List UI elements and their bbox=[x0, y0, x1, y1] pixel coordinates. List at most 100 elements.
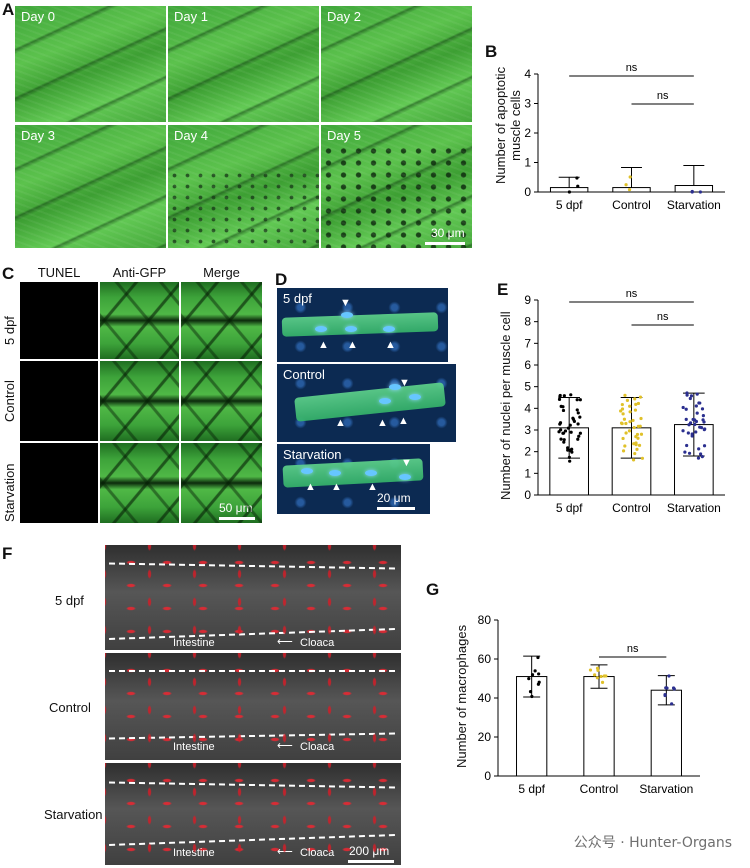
panel-c-row-control: Control bbox=[2, 380, 17, 422]
b-point bbox=[567, 190, 571, 194]
e-point bbox=[558, 393, 562, 398]
e-point bbox=[698, 425, 702, 429]
panel-c-row-5dpf: 5 dpf bbox=[2, 316, 17, 345]
f-control-image: Intestine ⟵ Cloaca bbox=[105, 653, 401, 760]
e-point bbox=[578, 431, 582, 435]
e-point bbox=[566, 446, 570, 450]
e-point bbox=[622, 417, 627, 421]
b-ytick-label: 4 bbox=[524, 67, 531, 81]
e-point bbox=[571, 416, 575, 420]
panel-d-scale-bar bbox=[377, 507, 415, 510]
chart-b-ylabel: Number of apoptotic muscle cells bbox=[493, 67, 523, 184]
g-ytick-label: 40 bbox=[478, 691, 492, 705]
g-point bbox=[602, 674, 606, 678]
g-point bbox=[663, 693, 667, 698]
merge-5dpf bbox=[181, 282, 262, 359]
g-ytick-label: 20 bbox=[478, 730, 492, 744]
b-sig-label-0: ns bbox=[626, 62, 638, 74]
panel-c-row-starvation: Starvation bbox=[2, 463, 17, 522]
chart-e-ylabel: Number of nuclei per muscle cell bbox=[498, 311, 513, 500]
b-ytick-label: 0 bbox=[524, 185, 531, 199]
b-bar-1 bbox=[612, 187, 651, 193]
chart-b-ylabel-line1: Number of apoptotic bbox=[493, 66, 508, 184]
e-point bbox=[635, 447, 639, 451]
panel-a-letter: A bbox=[2, 0, 15, 19]
f-control-cloaca-arrow: ⟵ bbox=[277, 740, 293, 752]
e-point bbox=[576, 411, 580, 415]
e-point bbox=[636, 401, 641, 406]
e-point bbox=[624, 431, 628, 435]
e-point bbox=[631, 458, 636, 462]
b-point bbox=[576, 184, 580, 188]
day5-label: Day 5 bbox=[327, 128, 361, 143]
e-point bbox=[575, 408, 579, 412]
merge-control bbox=[181, 361, 262, 441]
e-point bbox=[695, 411, 699, 415]
f-5dpf-cloaca: Cloaca bbox=[300, 637, 335, 649]
g-point bbox=[536, 682, 541, 686]
e-ytick-label: 3 bbox=[524, 423, 531, 437]
g-point bbox=[537, 672, 541, 676]
b-bar-2 bbox=[674, 185, 714, 193]
e-point bbox=[628, 410, 632, 414]
e-point bbox=[628, 404, 632, 408]
e-point bbox=[619, 421, 624, 425]
e-point bbox=[627, 429, 632, 433]
day4-image: Day 4 bbox=[168, 125, 319, 248]
g-bar-1 bbox=[583, 676, 615, 777]
e-point bbox=[567, 455, 572, 459]
d-control-image: ▲ ▲ ▲ ▼ Control bbox=[277, 364, 456, 442]
e-point bbox=[576, 437, 580, 441]
day3-label: Day 3 bbox=[21, 128, 55, 143]
f-5dpf-image: Intestine ⟵ Cloaca bbox=[105, 545, 401, 650]
e-sig-label-1: ns bbox=[657, 311, 669, 323]
chart-e: 0 1 2 3 4 5 6 7 8 9 5 dpf Control Starvation ns ns bbox=[524, 290, 725, 515]
e-point bbox=[681, 429, 685, 433]
g-point bbox=[530, 694, 534, 699]
e-point bbox=[569, 430, 573, 434]
d-5dpf-image: ▲ ▲ ▲ ▼ 5 dpf bbox=[277, 288, 448, 362]
e-point bbox=[684, 407, 688, 411]
e-point bbox=[635, 432, 640, 437]
day5-image: Day 5 30 μm bbox=[321, 125, 472, 248]
f-starvation-cloaca: Cloaca bbox=[300, 847, 335, 859]
g-point bbox=[536, 655, 540, 660]
e-point bbox=[557, 397, 562, 401]
e-point bbox=[577, 434, 581, 438]
g-xtick-label-0: 5 dpf bbox=[518, 782, 545, 796]
e-point bbox=[620, 402, 624, 407]
e-point bbox=[625, 398, 630, 402]
chart-g: 0 20 40 60 80 5 dpf Control Starvation ns bbox=[478, 613, 700, 796]
e-ytick-label: 0 bbox=[524, 488, 531, 502]
panel-g-letter: G bbox=[426, 580, 440, 599]
panel-e-letter: E bbox=[497, 280, 509, 299]
e-point bbox=[689, 394, 694, 398]
e-point bbox=[559, 437, 563, 441]
e-point bbox=[698, 401, 702, 405]
g-ytick-label: 60 bbox=[478, 652, 492, 666]
d-control-label: Control bbox=[283, 367, 325, 382]
e-point bbox=[568, 459, 572, 463]
e-point bbox=[561, 431, 565, 435]
e-point bbox=[694, 404, 698, 408]
g-point bbox=[527, 677, 531, 681]
e-point bbox=[700, 454, 704, 459]
panel-a-scale-bar bbox=[425, 242, 465, 245]
e-point bbox=[632, 442, 636, 446]
e-point bbox=[634, 435, 638, 439]
b-ytick-label: 1 bbox=[524, 156, 531, 170]
panel-d-letter: D bbox=[275, 270, 288, 289]
e-point bbox=[621, 449, 626, 453]
gfp-5dpf bbox=[100, 282, 179, 359]
e-point bbox=[685, 443, 689, 448]
e-point bbox=[640, 456, 645, 460]
panel-c-col-merge: Merge bbox=[203, 265, 240, 280]
e-point bbox=[690, 434, 694, 438]
e-xtick-label-1: Control bbox=[612, 501, 651, 515]
day1-image: Day 1 bbox=[168, 6, 319, 122]
e-point bbox=[566, 426, 571, 430]
day1-label: Day 1 bbox=[174, 9, 208, 24]
b-ytick-label: 3 bbox=[524, 97, 531, 111]
merge-starvation: 50 μm bbox=[181, 443, 262, 523]
e-ytick-label: 8 bbox=[524, 315, 531, 329]
